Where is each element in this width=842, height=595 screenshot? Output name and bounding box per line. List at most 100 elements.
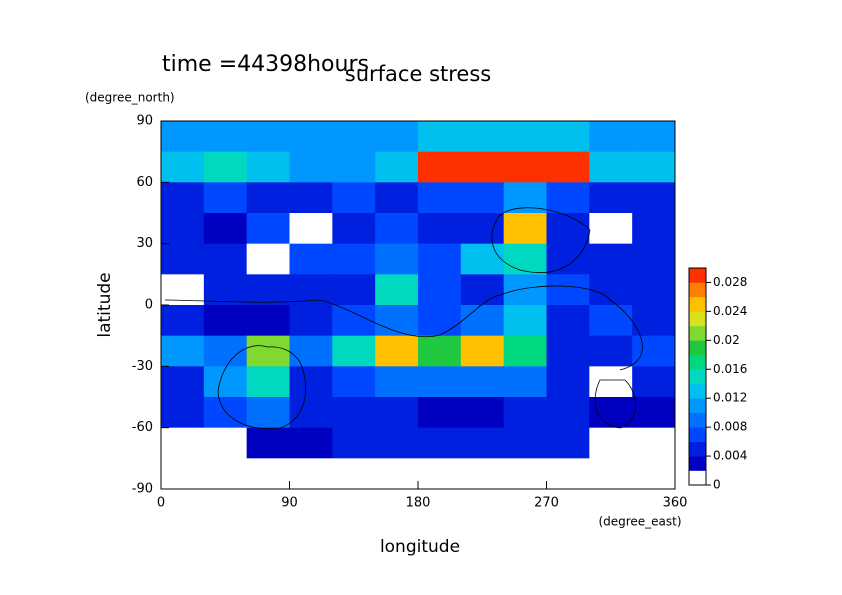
contour-cell [246, 151, 290, 183]
contour-cell [332, 335, 376, 367]
colorbar-tick-label: 0.008 [713, 420, 747, 434]
contour-cell [589, 427, 633, 459]
contour-cell [418, 366, 462, 398]
contour-cell [546, 151, 590, 183]
y-tick-label: 0 [145, 298, 153, 313]
colorbar-swatch [689, 456, 706, 471]
contour-cell [418, 274, 462, 306]
contour-cell [589, 458, 633, 490]
contour-cell [161, 458, 205, 490]
x-unit: (degree_east) [598, 515, 681, 529]
colorbar-swatch [689, 398, 706, 413]
contour-cell [418, 335, 462, 367]
contour-cell [375, 213, 419, 245]
contour-cell [632, 121, 676, 153]
colorbar-swatch [689, 340, 706, 356]
contour-cell [203, 213, 248, 245]
contour-cell [246, 335, 290, 367]
contour-cell [546, 427, 590, 459]
contour-cell [203, 121, 248, 153]
contour-cell [375, 397, 419, 429]
colorbar-tick-label: 0.024 [713, 304, 747, 318]
coastlines [164, 207, 643, 430]
contour-cell [203, 305, 248, 337]
x-axis-label: longitude [380, 537, 460, 557]
contour-cell [589, 151, 633, 183]
contour-cell [203, 427, 248, 459]
y-tick-label: 60 [136, 175, 153, 190]
contour-cell [589, 121, 633, 153]
y-tick-label: 90 [136, 114, 153, 129]
contour-cell [460, 213, 505, 245]
contour-cell [289, 151, 333, 183]
y-tick-label: 30 [136, 236, 153, 251]
contour-cell [418, 427, 462, 459]
contour-cell [460, 397, 505, 429]
contour-cell [418, 121, 462, 153]
contour-cell [332, 243, 376, 275]
contour-cell [332, 151, 376, 183]
contour-cell [503, 121, 547, 153]
colorbar-swatch [689, 311, 706, 327]
field [161, 121, 676, 490]
contour-cell [460, 458, 505, 490]
contour-cell [460, 182, 505, 214]
colorbar-swatch [689, 268, 706, 283]
contour-cell [632, 182, 676, 214]
contour-cell [546, 243, 590, 275]
contour-cell [503, 458, 547, 490]
contour-cell [418, 182, 462, 214]
contour-cell [161, 335, 205, 367]
contour-cell [460, 274, 505, 306]
y-axis-label: latitude [95, 272, 115, 337]
contour-cell [161, 121, 205, 153]
y-tick-label: -60 [132, 420, 153, 435]
contour-cell [375, 243, 419, 275]
contour-cell [375, 182, 419, 214]
contour-cell [418, 458, 462, 490]
contour-cell [375, 335, 419, 367]
contour-cell [632, 274, 676, 306]
colorbar-tick-label: 0.016 [713, 362, 747, 376]
contour-cell [375, 151, 419, 183]
contour-cell [332, 427, 376, 459]
contour-cell [503, 305, 547, 337]
contour-cell [161, 305, 205, 337]
contour-cell [246, 182, 290, 214]
contour-cell [246, 305, 290, 337]
contour-cell [418, 151, 462, 183]
contour-cell [589, 213, 633, 245]
colorbar-tick-label: 0.02 [713, 333, 740, 347]
contour-cell [161, 151, 205, 183]
contour-cell [503, 151, 547, 183]
contour-cell [289, 121, 333, 153]
contour-cell [203, 151, 248, 183]
colorbar-swatch [689, 470, 706, 486]
contour-cell [632, 458, 676, 490]
contour-cell [332, 397, 376, 429]
contour-cell [589, 335, 633, 367]
contour-cell [589, 182, 633, 214]
contour-cell [161, 182, 205, 214]
contour-cell [460, 243, 505, 275]
contour-cell [546, 213, 590, 245]
colorbar-tick-label: 0.028 [713, 275, 747, 289]
contour-cell [332, 213, 376, 245]
contour-cell [375, 274, 419, 306]
contour-cell [546, 397, 590, 429]
contour-cell [503, 335, 547, 367]
contour-cell [203, 243, 248, 275]
colorbar-swatch [689, 325, 706, 341]
colorbar-swatch [689, 282, 706, 298]
x-tick-label: 0 [157, 496, 165, 511]
colorbar-swatch [689, 441, 706, 457]
x-tick-label: 270 [534, 496, 559, 511]
x-tick-label: 360 [663, 496, 688, 511]
contour-cell [460, 121, 505, 153]
contour-cell [503, 397, 547, 429]
subtitle: time =44398hours [162, 52, 369, 77]
contour-cell [246, 427, 290, 459]
contour-cell [503, 213, 547, 245]
contour-cell [203, 366, 248, 398]
contour-cell [546, 305, 590, 337]
